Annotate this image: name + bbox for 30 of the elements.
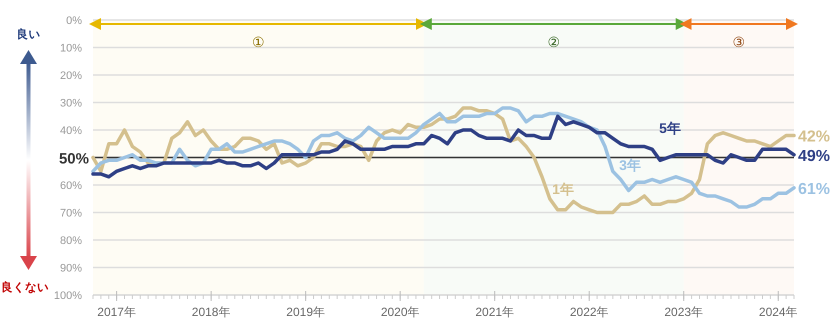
y-tick-label: 0%	[66, 15, 82, 27]
series-label: 3年	[619, 157, 641, 173]
band-label: ②	[547, 34, 560, 50]
series-label: 1年	[552, 181, 574, 197]
x-tick-label: 2019年	[286, 305, 326, 319]
x-tick-label: 2018年	[192, 305, 230, 319]
data-label: 61%	[798, 180, 830, 198]
data-label: 42%	[798, 128, 830, 146]
band-label: ③	[732, 34, 746, 50]
y-tick-label: 20%	[60, 70, 82, 82]
y-tick-label: 100%	[54, 290, 82, 302]
y-tick-label: 10%	[60, 42, 82, 54]
series-label: 5年	[659, 120, 681, 136]
y-tick-label: 60%	[60, 180, 82, 192]
band-label: ①	[252, 34, 265, 50]
text: 良くない	[1, 280, 49, 294]
y-tick-label: 40%	[60, 125, 82, 137]
x-tick-label: 2024年	[758, 305, 798, 319]
text: 良い	[16, 27, 40, 41]
x-tick-label: 2021年	[475, 305, 514, 319]
y-tick-label: 30%	[60, 98, 82, 110]
y-tick-label: 50%	[58, 150, 89, 168]
x-tick-label: 2020年	[380, 305, 420, 319]
y-tick-label: 70%	[60, 208, 82, 220]
y-tick-label: 90%	[60, 262, 82, 274]
y-tick-label: 80%	[60, 235, 82, 247]
x-tick-label: 2023年	[664, 305, 704, 319]
data-label: 49%	[798, 148, 830, 165]
x-tick-label: 2022年	[570, 305, 609, 319]
x-tick-label: 2017年	[97, 305, 136, 319]
